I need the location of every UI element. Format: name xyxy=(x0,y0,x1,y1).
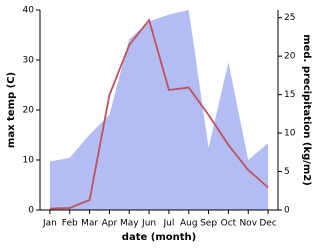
y-tick-label: 30 xyxy=(23,56,35,66)
temp-line xyxy=(49,18,269,210)
y2-tick-label: 0 xyxy=(284,206,290,216)
x-tick-label: Aug xyxy=(180,219,198,229)
chart: date (month) max temp (C) med. precipita… xyxy=(6,6,312,244)
y2-tick-label: 20 xyxy=(284,52,296,62)
y-tick-label: 10 xyxy=(23,156,35,166)
y2-tick-label: 5 xyxy=(284,167,290,177)
y-tick-label: 40 xyxy=(23,6,35,16)
x-tick-label: Feb xyxy=(62,219,78,229)
x-tick-label: Mar xyxy=(81,219,98,229)
y2-tick-label: 15 xyxy=(284,90,295,100)
x-tick-label: May xyxy=(120,219,139,229)
x-tick-label: Jul xyxy=(162,219,174,229)
precip-area xyxy=(49,10,269,210)
y2-tick-label: 10 xyxy=(284,129,296,139)
x-tick-label: Apr xyxy=(102,219,118,229)
x-tick-label: Oct xyxy=(221,219,237,229)
x-tick-label: Jun xyxy=(141,219,156,229)
x-tick-label: Dec xyxy=(259,219,276,229)
y-tick-label: 20 xyxy=(23,106,35,116)
x-axis-label: date (month) xyxy=(122,232,196,243)
x-tick-label: Nov xyxy=(239,219,257,229)
x-tick-label: Jan xyxy=(42,219,57,229)
y2-axis-label: med. precipitation (kg/m2) xyxy=(301,34,312,186)
y-tick-label: 0 xyxy=(28,206,34,216)
y2-tick-label: 25 xyxy=(284,13,295,23)
x-tick-label: Sep xyxy=(200,219,217,229)
y-axis-label: max temp (C) xyxy=(6,72,17,148)
